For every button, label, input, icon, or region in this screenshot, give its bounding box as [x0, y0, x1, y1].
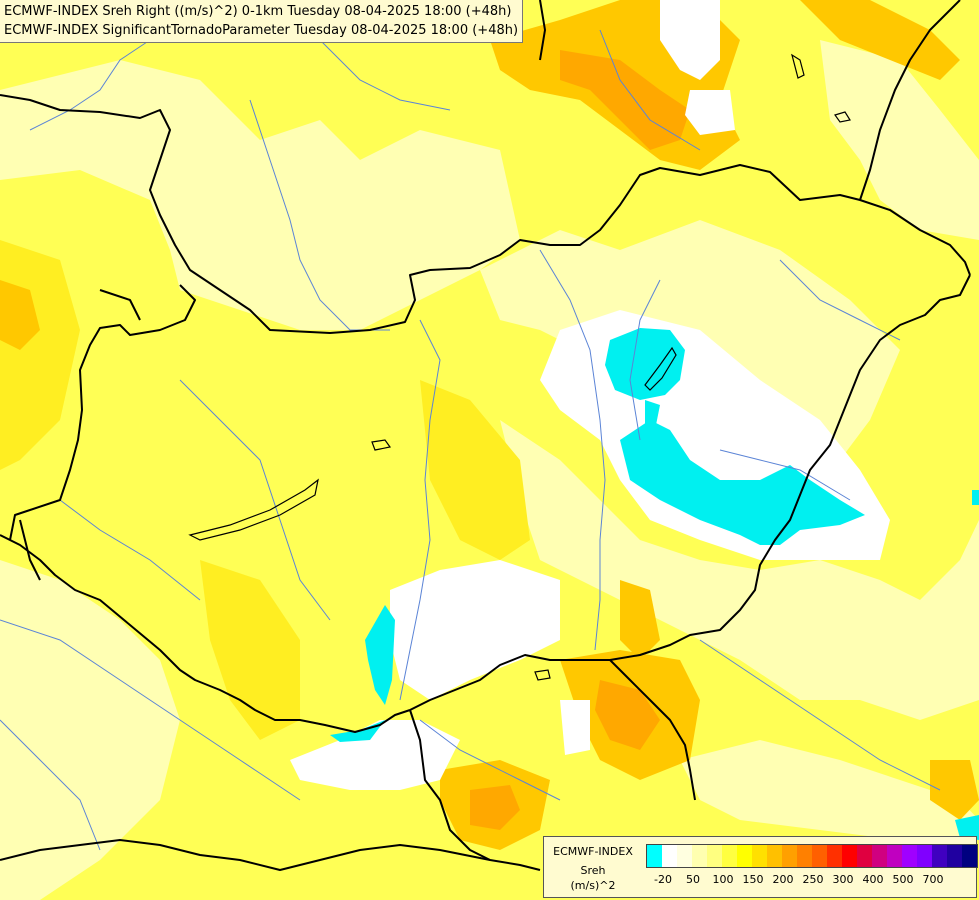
- legend-swatch: [947, 845, 962, 867]
- legend-swatch: [737, 845, 752, 867]
- legend-swatch: [887, 845, 902, 867]
- legend-tick-label: 200: [772, 873, 794, 886]
- borders: [0, 0, 971, 871]
- legend-tick-label: 100: [712, 873, 734, 886]
- legend-swatch: [932, 845, 947, 867]
- legend-tick-label: 150: [742, 873, 764, 886]
- header-line-sreh: ECMWF-INDEX Sreh Right ((m/s)^2) 0-1km T…: [4, 4, 512, 19]
- color-legend: ECMWF-INDEX Sreh (m/s)^2 -20 50 100 150 200 2…: [543, 836, 978, 898]
- legend-ticks: -20 50 100 150 200 250 300 400 500 700: [646, 873, 976, 889]
- legend-swatch: [782, 845, 797, 867]
- legend-swatch: [962, 845, 977, 867]
- legend-swatches: [646, 844, 978, 868]
- legend-tick-label: 50: [686, 873, 700, 886]
- header-line-stp: ECMWF-INDEX SignificantTornadoParameter …: [4, 23, 519, 38]
- legend-tick-label: 300: [832, 873, 854, 886]
- legend-swatch: [902, 845, 917, 867]
- legend-swatch: [722, 845, 737, 867]
- legend-swatch: [647, 845, 662, 867]
- legend-swatch: [767, 845, 782, 867]
- lakes: [188, 53, 851, 681]
- legend-swatch: [857, 845, 872, 867]
- legend-tick-label: -20: [654, 873, 672, 886]
- legend-tick-label: 250: [802, 873, 824, 886]
- field-cyan: [330, 328, 979, 840]
- legend-variable: Sreh: [580, 864, 606, 877]
- rivers: [0, 29, 941, 851]
- legend-tick-label: 700: [922, 873, 944, 886]
- legend-title: ECMWF-INDEX: [553, 845, 633, 858]
- legend-swatch: [827, 845, 842, 867]
- legend-swatch: [872, 845, 887, 867]
- map-header: ECMWF-INDEX Sreh Right ((m/s)^2) 0-1km T…: [0, 0, 524, 43]
- legend-swatch: [692, 845, 707, 867]
- legend-swatch: [707, 845, 722, 867]
- legend-swatch: [842, 845, 857, 867]
- legend-swatch: [917, 845, 932, 867]
- legend-swatch: [662, 845, 677, 867]
- legend-swatch: [752, 845, 767, 867]
- legend-swatch: [797, 845, 812, 867]
- legend-swatch: [812, 845, 827, 867]
- legend-tick-label: 500: [892, 873, 914, 886]
- field-yellow: [0, 240, 530, 740]
- legend-swatch: [677, 845, 692, 867]
- legend-tick-label: 400: [862, 873, 884, 886]
- legend-unit: (m/s)^2: [570, 879, 616, 892]
